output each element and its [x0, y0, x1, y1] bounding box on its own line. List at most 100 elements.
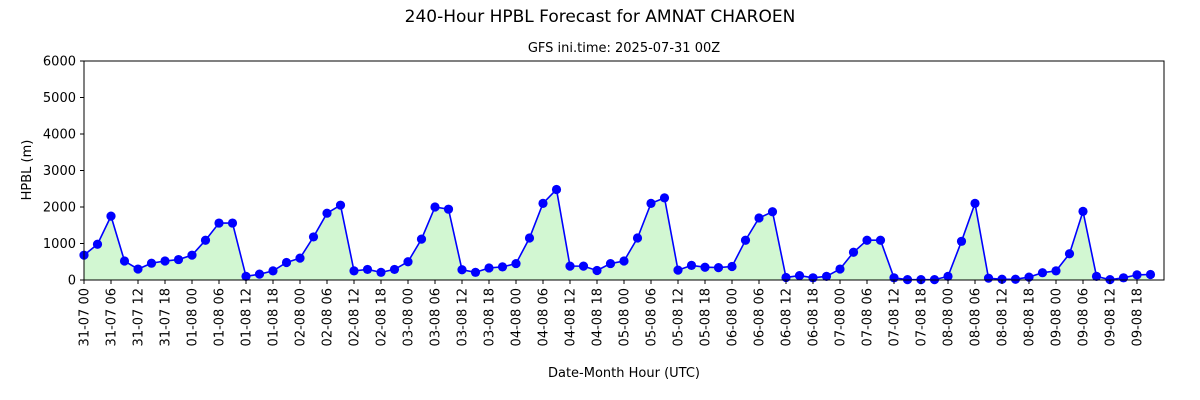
- x-tick-label: 01-08 00: [186, 288, 201, 346]
- x-tick-label: 02-08 18: [375, 288, 390, 346]
- chart-title: 240-Hour HPBL Forecast for AMNAT CHAROEN: [405, 7, 796, 27]
- data-point: [457, 265, 467, 275]
- data-point: [538, 198, 548, 208]
- x-tick-label: 03-08 18: [483, 288, 498, 346]
- x-tick-label: 01-08 12: [240, 288, 255, 346]
- x-tick-label: 01-08 18: [267, 288, 282, 346]
- data-point: [767, 207, 778, 217]
- y-tick-label: 4000: [43, 128, 76, 143]
- data-point: [1118, 273, 1129, 283]
- x-tick-label: 05-08 18: [699, 288, 714, 346]
- data-point: [106, 211, 116, 221]
- data-point: [524, 233, 535, 243]
- data-point: [173, 254, 184, 265]
- x-tick-label: 07-08 12: [888, 288, 903, 346]
- chart-subtitle: GFS ini.time: 2025-07-31 00Z: [528, 41, 720, 56]
- x-tick-label: 09-08 12: [1104, 288, 1119, 346]
- data-point: [214, 218, 224, 228]
- data-point: [295, 253, 305, 263]
- x-tick-label: 05-08 00: [618, 288, 633, 346]
- data-point: [389, 264, 400, 275]
- data-point: [1091, 271, 1102, 281]
- data-point: [848, 247, 859, 257]
- data-point: [322, 208, 332, 218]
- data-point: [592, 265, 602, 276]
- data-point: [754, 213, 764, 223]
- data-point: [362, 264, 373, 275]
- x-tick-label: 04-08 12: [564, 288, 579, 346]
- x-tick-label: 02-08 12: [348, 288, 363, 346]
- x-tick-label: 09-08 18: [1131, 288, 1146, 346]
- data-point: [1010, 274, 1021, 284]
- data-point: [970, 198, 980, 208]
- data-point: [281, 257, 292, 268]
- data-point: [227, 218, 238, 228]
- y-axis-label: HPBL (m): [20, 140, 35, 201]
- y-tick-label: 1000: [43, 237, 76, 252]
- x-tick-label: 02-08 06: [321, 288, 336, 346]
- x-tick-label: 06-08 00: [726, 288, 741, 346]
- data-point: [308, 232, 319, 242]
- data-point: [794, 271, 805, 281]
- x-tick-label: 09-08 06: [1077, 288, 1092, 346]
- data-point: [943, 271, 953, 281]
- y-tick-label: 2000: [43, 201, 76, 216]
- data-point: [700, 262, 710, 272]
- x-axis: 31-07 00 31-07 06 31-07 12 31-07 18 01-08 00…: [78, 280, 1146, 346]
- x-tick-label: 06-08 12: [780, 288, 795, 346]
- data-point: [740, 235, 751, 245]
- y-tick-label: 0: [68, 274, 76, 289]
- data-point: [349, 266, 359, 276]
- x-tick-label: 02-08 00: [294, 288, 309, 346]
- data-point: [200, 235, 211, 245]
- data-point: [443, 204, 454, 214]
- x-tick-label: 09-08 00: [1050, 288, 1065, 346]
- x-tick-label: 07-08 18: [915, 288, 930, 346]
- x-tick-label: 04-08 18: [591, 288, 606, 346]
- data-point: [835, 264, 845, 274]
- x-tick-label: 06-08 06: [753, 288, 768, 346]
- data-point: [632, 233, 643, 243]
- data-point: [619, 256, 629, 266]
- x-tick-label: 05-08 06: [645, 288, 660, 346]
- data-point: [1132, 270, 1142, 280]
- x-tick-label: 06-08 18: [807, 288, 822, 346]
- data-point: [470, 267, 481, 277]
- x-tick-label: 31-07 12: [132, 288, 147, 346]
- x-axis-label: Date-Month Hour (UTC): [548, 366, 700, 381]
- data-point: [1024, 272, 1034, 282]
- data-point: [1037, 268, 1048, 278]
- data-point: [187, 250, 197, 260]
- x-tick-label: 08-08 00: [942, 288, 957, 346]
- data-point: [578, 261, 589, 271]
- y-tick-label: 3000: [43, 164, 76, 179]
- x-tick-label: 03-08 12: [456, 288, 471, 346]
- data-point: [727, 261, 737, 272]
- data-point: [133, 264, 143, 274]
- y-axis: 0 1000 2000 3000 4000 5000 6000: [43, 55, 84, 289]
- data-point: [821, 271, 832, 281]
- x-tick-label: 01-08 06: [213, 288, 228, 346]
- data-point: [673, 265, 683, 275]
- data-point: [92, 239, 103, 249]
- data-point: [335, 200, 346, 210]
- data-point: [484, 263, 494, 273]
- data-point: [403, 257, 413, 267]
- data-point: [254, 269, 265, 279]
- data-point: [862, 235, 872, 245]
- data-point: [1145, 269, 1156, 280]
- x-tick-label: 31-07 00: [78, 288, 93, 346]
- y-tick-label: 5000: [43, 91, 76, 106]
- data-point: [241, 271, 251, 281]
- data-point: [1078, 206, 1088, 216]
- data-point: [268, 266, 278, 276]
- data-point: [511, 258, 521, 269]
- y-tick-label: 6000: [43, 55, 76, 70]
- data-point: [497, 262, 508, 272]
- data-point: [659, 193, 670, 203]
- x-tick-label: 31-07 18: [159, 288, 174, 346]
- data-point: [956, 236, 967, 246]
- data-point: [875, 235, 886, 245]
- x-tick-label: 08-08 06: [969, 288, 984, 346]
